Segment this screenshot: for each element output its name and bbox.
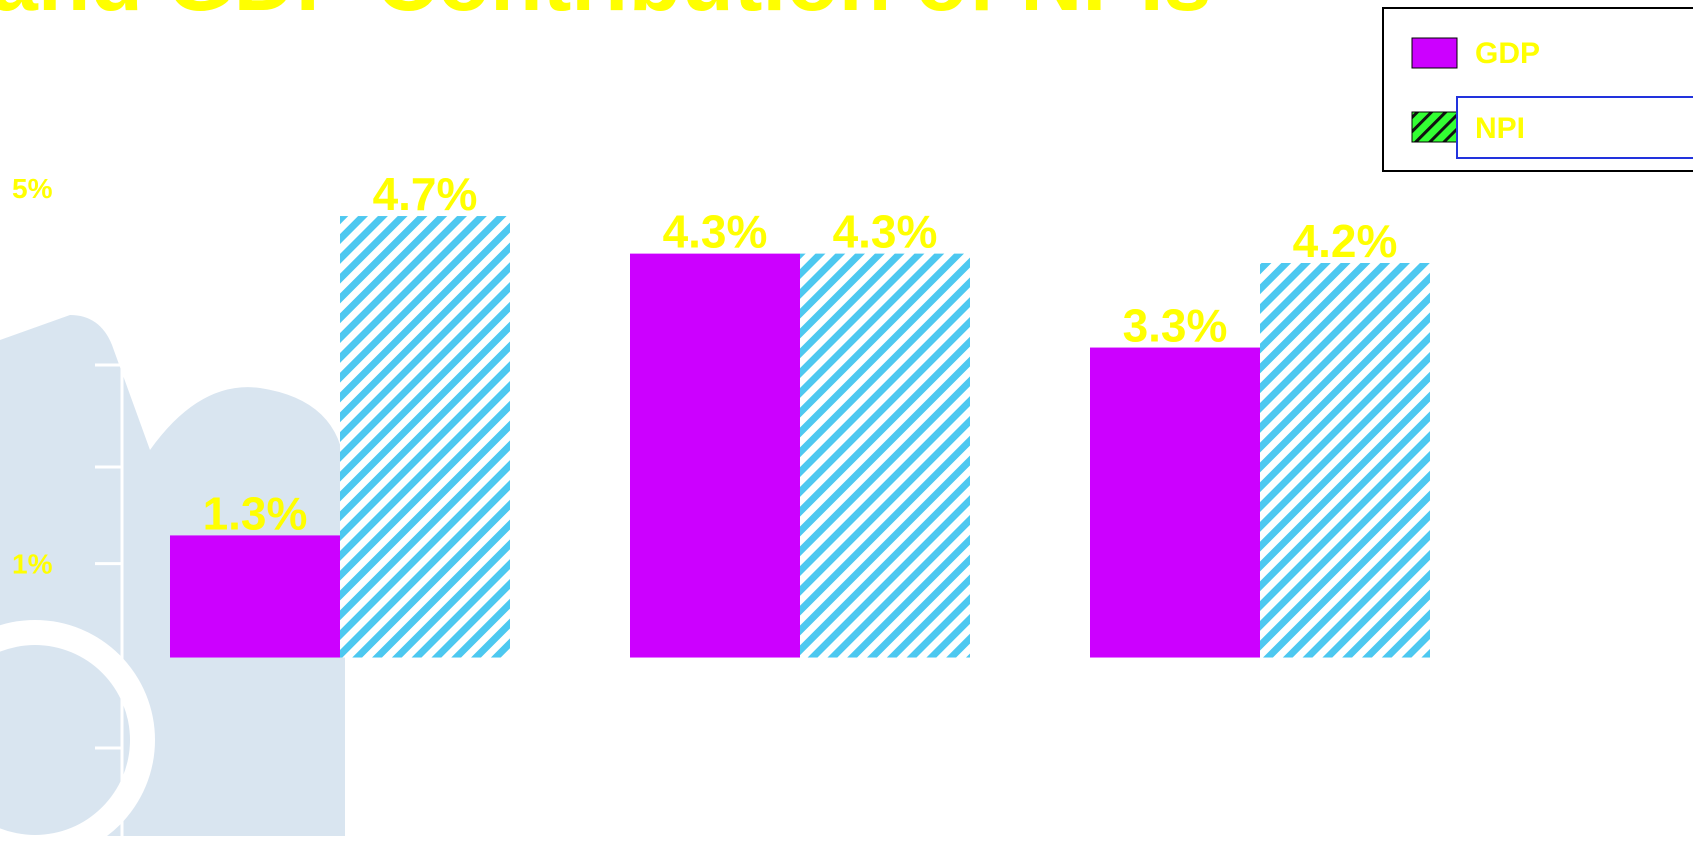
value-label: 1.3% xyxy=(203,487,308,539)
chart-title: and GDP Contribution of NPIs xyxy=(0,0,1211,29)
y-tick-label: 5% xyxy=(12,173,53,204)
bar xyxy=(1090,348,1260,658)
y-tick-label: 1% xyxy=(12,549,53,580)
value-label: 4.3% xyxy=(663,206,768,258)
bar xyxy=(800,254,970,658)
value-label: 4.7% xyxy=(373,168,478,220)
chart: and GDP Contribution of NPIs 1% 5% 1.3% 4.3… xyxy=(0,0,1693,836)
legend: GDP NPI xyxy=(1383,8,1693,171)
legend-box xyxy=(1383,8,1693,171)
legend-swatch xyxy=(1412,38,1457,68)
bar xyxy=(1260,263,1430,658)
legend-label: GDP xyxy=(1475,37,1540,70)
legend-label: NPI xyxy=(1475,112,1525,145)
value-label: 4.2% xyxy=(1293,215,1398,267)
value-label: 4.3% xyxy=(833,206,938,258)
value-label: 3.3% xyxy=(1123,300,1228,352)
bar xyxy=(170,535,340,657)
bar xyxy=(630,254,800,658)
legend-swatch xyxy=(1412,112,1457,142)
bar xyxy=(340,216,510,657)
